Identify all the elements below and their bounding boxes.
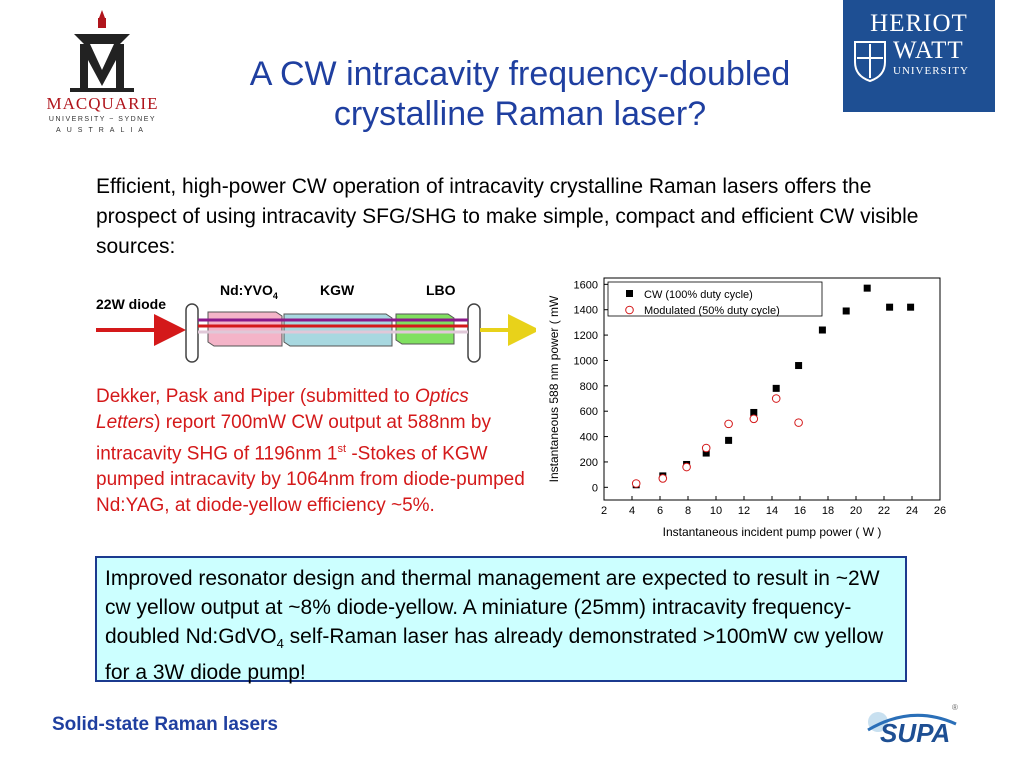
crystal-2-label: KGW [320, 282, 355, 298]
x-tick-label: 10 [710, 505, 722, 517]
macquarie-country: AUSTRALIA [56, 127, 149, 134]
y-axis-label: Instantaneous 588 nm power ( mW [547, 295, 561, 482]
y-tick-label: 0 [592, 482, 598, 494]
data-point-modulated [724, 419, 733, 429]
legend-marker-cw [626, 290, 633, 297]
x-tick-label: 26 [934, 505, 946, 517]
macquarie-university-logo: MACQUARIE UNIVERSITY ~ SYDNEY AUSTRALIA [30, 10, 175, 135]
x-tick-label: 4 [629, 505, 635, 517]
data-point-cw [907, 303, 915, 311]
heriot-watt-logo: HERIOT WATT UNIVERSITY [843, 0, 995, 112]
y-tick-label: 1000 [574, 355, 598, 367]
pump-label: 22W diode [96, 296, 167, 312]
laser-diagram-svg [96, 303, 540, 363]
y-tick-label: 1600 [574, 279, 598, 291]
data-point-modulated [771, 394, 781, 403]
data-point-modulated [794, 418, 803, 427]
x-axis-label: Instantaneous incident pump power ( W ) [663, 525, 882, 539]
data-point-cw [750, 408, 758, 416]
data-point-cw [702, 449, 710, 457]
y-tick-label: 400 [580, 432, 598, 444]
svg-text:®: ® [952, 703, 958, 712]
data-point-cw [772, 384, 780, 392]
laser-cavity-diagram: 22W diode Nd:YVO4 KGW LBO [96, 274, 540, 374]
x-tick-label: 20 [850, 505, 862, 517]
chart-svg: 2 4 6 8 10 12 14 16 18 20 22 24 26020040060080010001… [547, 277, 946, 539]
data-point-modulated [631, 479, 641, 488]
slide-title: A CW intracavity frequency-doubled cryst… [180, 54, 860, 134]
y-tick-label: 1200 [574, 330, 598, 342]
power-scatter-chart: 2 4 6 8 10 12 14 16 18 20 22 24 26 0 200 400 600 800 1000 1… [538, 256, 958, 546]
output-mirror [467, 303, 481, 363]
legend-marker-modulated [625, 305, 634, 315]
data-point-modulated [701, 443, 711, 453]
lighthouse-emblem-icon [70, 10, 134, 92]
y-tick-label: 200 [580, 457, 598, 469]
x-tick-label: 24 [906, 505, 918, 517]
macquarie-wordmark: MACQUARIE [46, 94, 159, 113]
data-point-cw [795, 362, 803, 370]
data-point-modulated [682, 462, 691, 472]
crystal-3-label: LBO [426, 282, 456, 298]
supa-wordmark: SUPA [880, 718, 951, 748]
legend-entry: Modulated (50% duty cycle) [644, 305, 780, 317]
data-point-modulated [749, 414, 759, 424]
kgw-crystal [283, 313, 393, 347]
x-tick-label: 6 [657, 505, 663, 517]
data-point-cw [818, 326, 826, 334]
data-point-cw [886, 303, 894, 311]
outlook-box: Improved resonator design and thermal ma… [95, 556, 907, 684]
input-mirror [185, 303, 199, 363]
crystal-1-label: Nd:YVO4 [220, 282, 278, 301]
x-tick-label: 22 [878, 505, 890, 517]
nd-yvo4-crystal [207, 311, 283, 347]
watt-wordmark: WATT [893, 37, 964, 64]
x-tick-label: 14 [766, 505, 778, 517]
y-tick-label: 800 [580, 381, 598, 393]
x-tick-label: 12 [738, 505, 750, 517]
heriot-wordmark: HERIOT [870, 10, 968, 37]
y-tick-label: 600 [580, 406, 598, 418]
journal-name: Optics Letters [96, 386, 469, 433]
y-tick-label: 1400 [574, 305, 598, 317]
crest-shield-icon [854, 41, 886, 82]
x-tick-label: 18 [822, 505, 834, 517]
legend-entry: CW (100% duty cycle) [644, 289, 753, 301]
x-tick-label: 2 [601, 505, 607, 517]
citation-paragraph: Dekker, Pask and Piper (submitted to Opt… [96, 386, 525, 517]
x-tick-label: 8 [685, 505, 691, 517]
supa-swoosh-icon: ® [867, 703, 958, 732]
university-wordmark: UNIVERSITY [893, 65, 969, 77]
macquarie-subtitle: UNIVERSITY ~ SYDNEY [48, 116, 157, 123]
title-line-1: A CW intracavity frequency-doubled [249, 55, 791, 93]
footer-title: Solid-state Raman lasers [52, 714, 278, 735]
intro-paragraph: Efficient, high-power CW operation of in… [96, 175, 919, 258]
x-tick-label: 16 [794, 505, 806, 517]
supa-logo: ® SUPA [862, 700, 962, 756]
title-line-2: crystalline Raman laser? [333, 95, 707, 133]
legend-box [607, 281, 823, 317]
data-point-cw [863, 284, 871, 292]
data-point-modulated [658, 474, 668, 483]
data-point-cw [842, 307, 850, 315]
data-point-cw [725, 436, 733, 444]
